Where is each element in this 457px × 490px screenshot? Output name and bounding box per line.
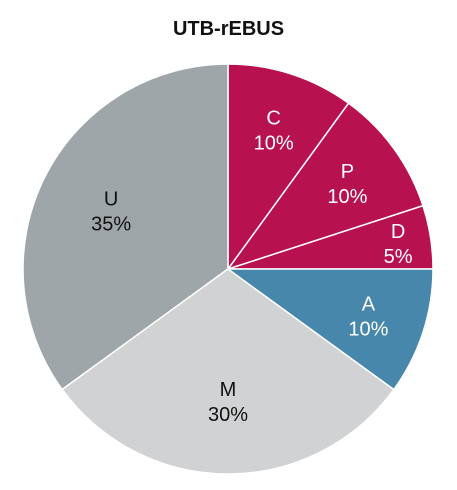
slice-value-label-c: 10% xyxy=(254,133,294,155)
slice-label-u: U xyxy=(104,188,118,210)
pie-slice-c xyxy=(227,63,350,270)
slice-label-m: M xyxy=(220,379,237,401)
slice-value-label-p: 10% xyxy=(327,186,367,208)
slice-value-label-a: 10% xyxy=(348,319,388,341)
pie-slice-p xyxy=(227,102,424,270)
slice-label-c: C xyxy=(266,108,280,130)
slice-value-label-m: 30% xyxy=(208,404,248,426)
pie-slice-m xyxy=(61,268,395,475)
slice-value-label-d: 5% xyxy=(384,246,413,268)
pie-slice-a xyxy=(227,268,434,391)
slice-label-p: P xyxy=(341,161,354,183)
chart-title: UTB-rEBUS xyxy=(172,18,285,40)
slice-label-a: A xyxy=(362,294,376,316)
slice-label-d: D xyxy=(391,221,405,243)
pie-slice-u xyxy=(22,63,229,391)
slice-value-label-u: 35% xyxy=(91,213,131,235)
